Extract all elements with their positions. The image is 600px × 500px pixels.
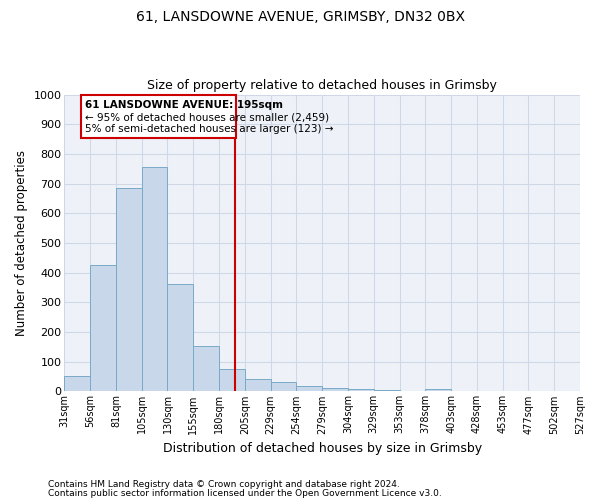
- Bar: [348, 389, 374, 392]
- Bar: [142, 168, 167, 392]
- Bar: [425, 389, 451, 392]
- Bar: [90, 265, 116, 392]
- Bar: [322, 388, 348, 392]
- Text: 5% of semi-detached houses are larger (123) →: 5% of semi-detached houses are larger (1…: [85, 124, 334, 134]
- FancyBboxPatch shape: [81, 94, 236, 138]
- Y-axis label: Number of detached properties: Number of detached properties: [15, 150, 28, 336]
- Bar: [193, 346, 219, 392]
- Text: Contains HM Land Registry data © Crown copyright and database right 2024.: Contains HM Land Registry data © Crown c…: [48, 480, 400, 489]
- Title: Size of property relative to detached houses in Grimsby: Size of property relative to detached ho…: [147, 79, 497, 92]
- Bar: [219, 369, 245, 392]
- X-axis label: Distribution of detached houses by size in Grimsby: Distribution of detached houses by size …: [163, 442, 482, 455]
- Bar: [245, 379, 271, 392]
- Bar: [167, 284, 193, 392]
- Text: Contains public sector information licensed under the Open Government Licence v3: Contains public sector information licen…: [48, 488, 442, 498]
- Bar: [374, 390, 400, 392]
- Text: 61 LANSDOWNE AVENUE: 195sqm: 61 LANSDOWNE AVENUE: 195sqm: [85, 100, 283, 110]
- Bar: [271, 382, 296, 392]
- Bar: [64, 376, 90, 392]
- Text: 61, LANSDOWNE AVENUE, GRIMSBY, DN32 0BX: 61, LANSDOWNE AVENUE, GRIMSBY, DN32 0BX: [136, 10, 464, 24]
- Bar: [116, 188, 142, 392]
- Text: ← 95% of detached houses are smaller (2,459): ← 95% of detached houses are smaller (2,…: [85, 112, 329, 122]
- Bar: [296, 386, 322, 392]
